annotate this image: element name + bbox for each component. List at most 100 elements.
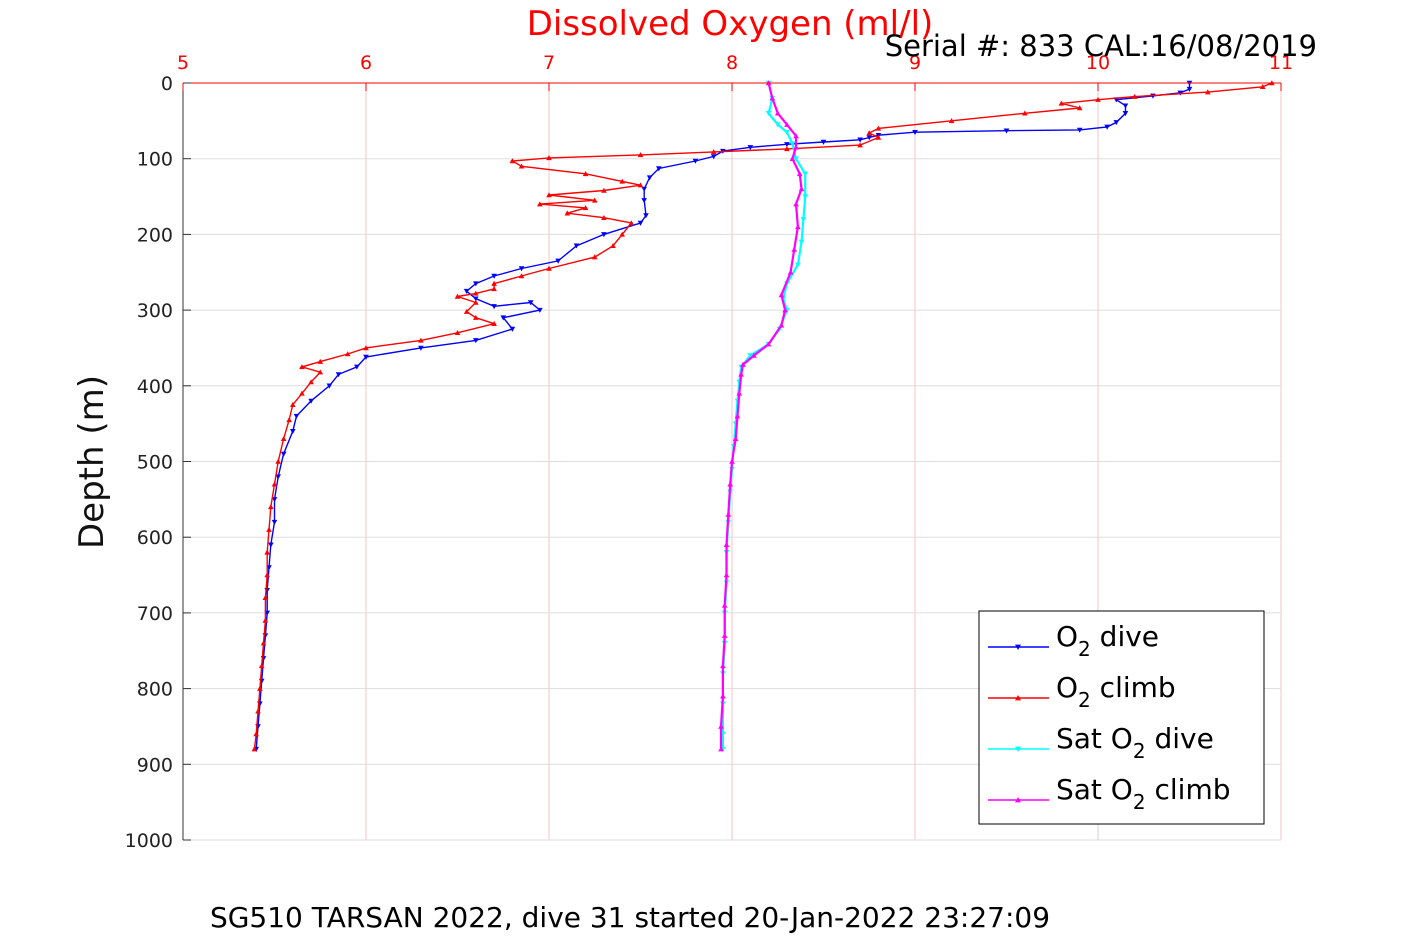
data-point <box>546 265 552 271</box>
data-point <box>796 171 803 177</box>
axes: 5 6 7 8 9 10 11 0 100 200 300 400 500 600 700 800 900 100… <box>125 52 1293 852</box>
data-point <box>1205 89 1211 95</box>
data-point <box>782 307 788 313</box>
data-point <box>500 315 507 321</box>
data-point <box>280 451 287 457</box>
data-point <box>798 186 805 192</box>
data-point <box>765 111 772 117</box>
data-point <box>418 345 424 351</box>
x-tick-label: 7 <box>543 52 555 74</box>
series-sat-o2-climb <box>718 80 805 752</box>
data-point <box>518 273 525 279</box>
data-point <box>778 322 785 328</box>
data-point <box>793 144 799 150</box>
data-point <box>491 286 497 292</box>
y-tick-label: 900 <box>137 754 173 776</box>
data-point <box>290 401 296 407</box>
data-point <box>473 281 479 287</box>
data-point <box>354 364 360 370</box>
data-point <box>1022 110 1028 116</box>
data-point <box>1186 86 1193 92</box>
data-point <box>721 632 728 638</box>
data-point <box>454 330 461 336</box>
data-point <box>619 231 625 237</box>
data-point <box>509 326 516 332</box>
data-point <box>1076 127 1083 133</box>
data-point <box>266 526 272 532</box>
y-axis-label: Depth (m) <box>72 375 112 549</box>
data-point <box>491 320 497 326</box>
legend-swatch-marker <box>1015 746 1021 752</box>
data-point <box>723 572 730 578</box>
data-point <box>1076 105 1083 111</box>
data-point <box>1131 93 1138 99</box>
x-tick-label: 10 <box>1086 52 1110 74</box>
data-point <box>778 292 785 298</box>
data-point <box>692 158 699 164</box>
series-o2-climb <box>251 80 1275 752</box>
data-point <box>710 154 717 160</box>
data-point <box>258 663 265 669</box>
data-point <box>463 288 470 294</box>
data-point <box>718 746 724 752</box>
data-point <box>527 300 534 306</box>
data-point <box>1003 128 1010 134</box>
data-point <box>912 129 918 136</box>
data-point <box>643 213 649 219</box>
data-point <box>875 134 882 140</box>
data-point <box>271 497 278 503</box>
data-point <box>628 220 635 226</box>
data-point <box>637 182 644 188</box>
data-point <box>866 130 873 136</box>
data-point <box>271 519 278 525</box>
data-point <box>564 210 571 216</box>
data-point <box>264 572 270 578</box>
y-tick-label: 700 <box>137 603 173 625</box>
data-point <box>582 171 589 177</box>
data-point <box>317 358 324 364</box>
legend: O2 dive O2 climb Sat O2 dive Sat O2 climb <box>978 610 1265 825</box>
data-point <box>787 269 794 275</box>
y-tick-label: 300 <box>137 300 173 322</box>
data-point <box>299 364 305 370</box>
data-point <box>1058 100 1065 106</box>
data-point <box>727 481 733 487</box>
data-point <box>344 351 351 357</box>
data-point <box>875 125 882 131</box>
data-point <box>774 122 781 128</box>
data-point <box>769 95 776 101</box>
data-point <box>734 413 741 419</box>
data-point <box>473 290 479 296</box>
y-tick-label: 200 <box>137 224 173 246</box>
data-point <box>275 458 281 464</box>
data-point <box>619 178 625 184</box>
y-tick-label: 400 <box>137 376 173 398</box>
data-point <box>363 345 369 351</box>
data-point <box>765 341 772 347</box>
data-point <box>610 242 616 248</box>
x-tick-label: 5 <box>177 52 189 74</box>
data-point <box>299 390 305 396</box>
data-point <box>791 246 798 252</box>
data-point <box>418 337 424 343</box>
legend-entry: Sat O2 climb <box>1056 773 1231 814</box>
data-point <box>573 243 580 249</box>
data-point <box>591 197 598 203</box>
data-point <box>262 617 269 623</box>
data-point <box>736 390 743 396</box>
data-point <box>784 142 790 148</box>
data-point <box>491 273 497 279</box>
data-point <box>271 481 278 487</box>
data-point <box>463 308 470 314</box>
legend-swatch-marker <box>1015 797 1021 803</box>
data-point <box>795 262 801 268</box>
data-point <box>646 175 653 181</box>
data-point <box>473 296 479 302</box>
data-point <box>784 146 790 152</box>
data-point <box>1122 111 1129 117</box>
y-tick-label: 100 <box>137 149 173 171</box>
data-point <box>335 372 342 378</box>
data-point <box>866 135 873 141</box>
data-point <box>537 307 543 313</box>
series-line <box>719 82 803 750</box>
